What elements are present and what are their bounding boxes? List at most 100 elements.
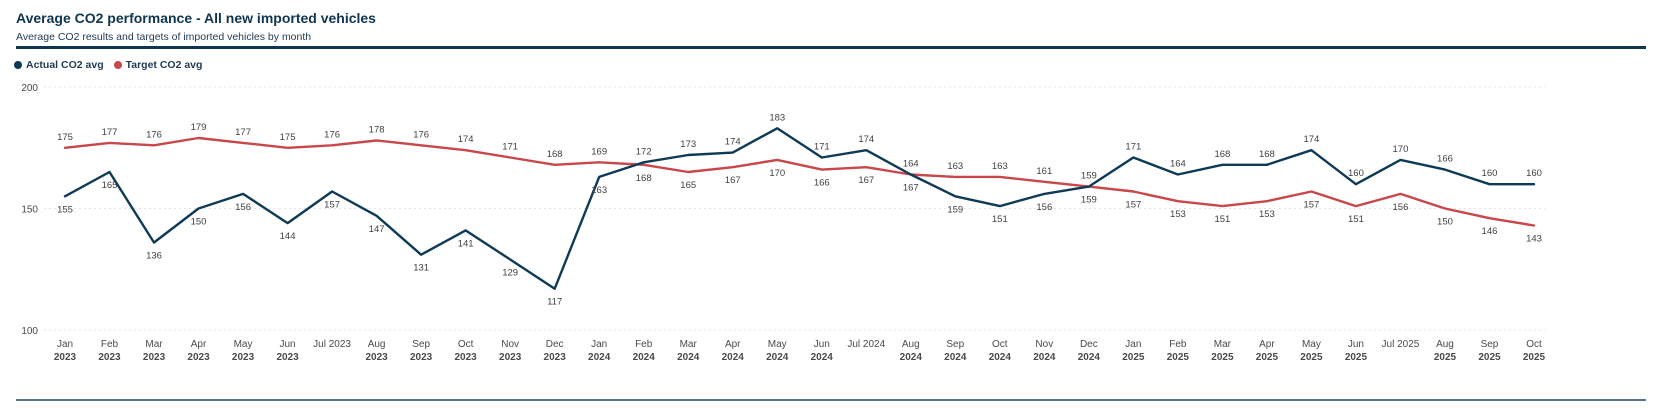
data-label-actual: 160 xyxy=(1526,168,1542,179)
x-tick-label-year: 2025 xyxy=(1256,352,1279,363)
x-tick-label-year: 2024 xyxy=(1078,352,1101,363)
data-label-actual: 174 xyxy=(1303,134,1319,145)
x-tick-label-year: 2025 xyxy=(1122,352,1145,363)
target-co2-line xyxy=(63,136,1536,227)
data-label-actual: 172 xyxy=(636,146,652,157)
x-tick-label: Jun xyxy=(1348,339,1364,350)
data-label-target: 151 xyxy=(1214,214,1230,225)
data-label-actual: 156 xyxy=(1036,202,1052,213)
x-tick-label: Apr xyxy=(191,339,207,350)
x-tick-label: Sep xyxy=(946,339,964,350)
x-tick-label: Jun xyxy=(280,339,296,350)
y-tick-label: 150 xyxy=(21,205,38,216)
x-tick-label: May xyxy=(1302,339,1321,350)
x-tick-label-year: 2025 xyxy=(1478,352,1501,363)
x-tick-label-year: 2024 xyxy=(944,352,967,363)
x-tick-label-year: 2023 xyxy=(410,352,433,363)
x-tick-label: Jul 2024 xyxy=(847,339,885,350)
data-label-actual: 129 xyxy=(502,268,518,279)
data-label-target: 143 xyxy=(1526,234,1542,245)
y-tick-label: 200 xyxy=(21,83,38,94)
legend-label-target: Target CO2 avg xyxy=(125,59,203,71)
data-label-target: 170 xyxy=(769,168,785,179)
data-label-actual: 183 xyxy=(769,112,785,123)
legend-item-target[interactable]: Target CO2 avg xyxy=(113,59,203,71)
x-tick-label: Aug xyxy=(902,339,920,350)
data-label-actual: 159 xyxy=(1081,171,1097,182)
data-label-target: 163 xyxy=(947,161,963,172)
x-tick-label: Oct xyxy=(992,339,1008,350)
data-label-actual: 168 xyxy=(1259,149,1275,160)
data-label-actual: 150 xyxy=(191,217,207,228)
x-tick-label-year: 2024 xyxy=(722,352,745,363)
x-tick-label: Oct xyxy=(1526,339,1542,350)
actual-co2-line xyxy=(63,127,1536,290)
x-tick-label-year: 2024 xyxy=(1033,352,1056,363)
data-label-target: 150 xyxy=(1437,217,1453,228)
data-label-actual: 136 xyxy=(146,251,162,262)
data-label-target: 146 xyxy=(1482,226,1498,237)
data-label-target: 167 xyxy=(858,175,874,186)
x-tick-label-year: 2023 xyxy=(187,352,210,363)
x-tick-label-year: 2023 xyxy=(143,352,166,363)
data-label-actual: 165 xyxy=(102,180,118,191)
data-label-target: 167 xyxy=(903,182,919,193)
data-label-target: 168 xyxy=(636,173,652,184)
chart-title: Average CO2 performance - All new import… xyxy=(16,10,376,26)
x-tick-label-year: 2024 xyxy=(989,352,1012,363)
x-tick-label: Apr xyxy=(725,339,741,350)
data-label-actual: 173 xyxy=(680,139,696,150)
x-tick-label: Mar xyxy=(680,339,698,350)
data-label-actual: 159 xyxy=(947,204,963,215)
data-label-target: 153 xyxy=(1170,209,1186,220)
x-tick-label: Jan xyxy=(1125,339,1141,350)
legend-item-actual[interactable]: Actual CO2 avg xyxy=(14,59,104,71)
data-label-actual: 164 xyxy=(1170,158,1186,169)
data-label-target: 176 xyxy=(324,129,340,140)
x-tick-label: Aug xyxy=(368,339,386,350)
x-tick-label: Jan xyxy=(57,339,73,350)
x-tick-label: May xyxy=(234,339,253,350)
x-tick-label: Dec xyxy=(1080,339,1098,350)
x-tick-label-year: 2024 xyxy=(900,352,923,363)
data-label-target: 163 xyxy=(992,161,1008,172)
data-label-actual: 174 xyxy=(725,137,741,148)
header-divider xyxy=(16,46,1646,49)
x-tick-label: Jan xyxy=(591,339,607,350)
x-tick-label-year: 2025 xyxy=(1211,352,1234,363)
data-label-target: 168 xyxy=(547,149,563,160)
x-tick-label-year: 2023 xyxy=(232,352,255,363)
x-tick-label: Jul 2023 xyxy=(313,339,351,350)
x-tick-label-year: 2023 xyxy=(455,352,478,363)
x-tick-label: Mar xyxy=(145,339,163,350)
data-label-actual: 141 xyxy=(458,238,474,249)
footer-divider xyxy=(16,399,1646,401)
x-tick-label-year: 2024 xyxy=(633,352,656,363)
data-label-target: 178 xyxy=(369,124,385,135)
x-tick-label: Apr xyxy=(1259,339,1275,350)
data-label-target: 176 xyxy=(413,129,429,140)
data-label-target: 175 xyxy=(280,132,296,143)
x-tick-label-year: 2023 xyxy=(365,352,388,363)
x-tick-label-year: 2023 xyxy=(499,352,522,363)
data-label-target: 179 xyxy=(191,122,207,133)
data-label-target: 151 xyxy=(1348,214,1364,225)
data-label-target: 161 xyxy=(1036,166,1052,177)
data-label-target: 159 xyxy=(1081,195,1097,206)
data-label-actual: 171 xyxy=(1125,141,1141,152)
data-label-actual: 170 xyxy=(1393,144,1409,155)
data-label-actual: 164 xyxy=(903,158,919,169)
x-tick-label: Dec xyxy=(546,339,564,350)
legend-marker-target xyxy=(113,61,122,69)
x-tick-label-year: 2025 xyxy=(1300,352,1323,363)
x-tick-label: Mar xyxy=(1214,339,1232,350)
legend-label-actual: Actual CO2 avg xyxy=(26,59,104,71)
x-tick-label-year: 2023 xyxy=(98,352,121,363)
data-label-target: 176 xyxy=(146,129,162,140)
x-tick-label: Sep xyxy=(412,339,430,350)
x-tick-label: Feb xyxy=(1169,339,1187,350)
x-tick-label: Sep xyxy=(1481,339,1499,350)
legend-marker-actual xyxy=(14,61,22,69)
data-label-target: 157 xyxy=(1125,199,1141,210)
